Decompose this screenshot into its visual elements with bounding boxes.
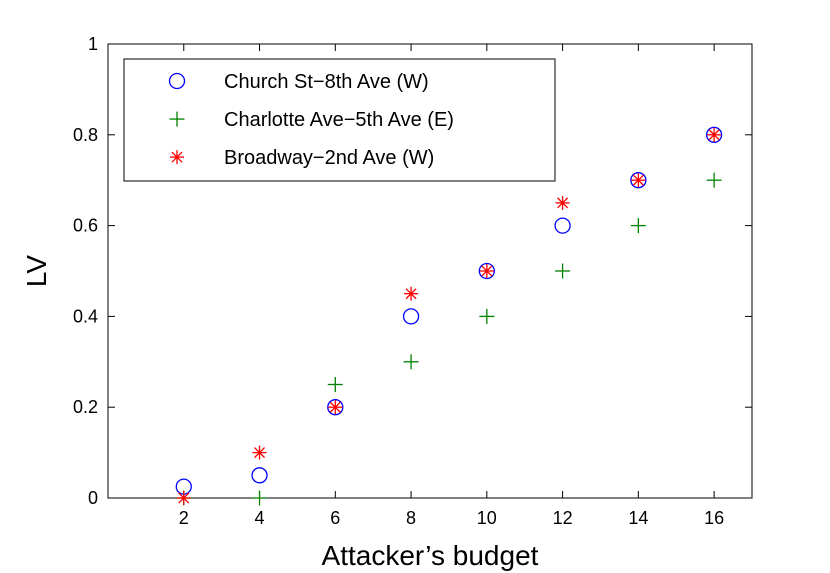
y-tick-label: 0.6 xyxy=(73,216,98,236)
data-point-series-2 xyxy=(479,308,495,324)
legend-marker xyxy=(169,111,185,127)
x-tick-label: 2 xyxy=(179,508,189,528)
y-axis-label: LV xyxy=(21,255,52,287)
data-point-series-2 xyxy=(252,490,268,506)
data-point-series-3 xyxy=(707,127,722,142)
legend-marker xyxy=(168,72,186,90)
data-point-series-1 xyxy=(705,126,723,143)
data-point-series-3 xyxy=(252,445,267,460)
data-point-series-3 xyxy=(404,286,419,301)
legend: Church St−8th Ave (W) Charlotte Ave−5th A… xyxy=(123,58,556,182)
x-tick-label: 16 xyxy=(704,508,724,528)
data-point-series-3 xyxy=(479,264,494,278)
legend-label: Broadway−2nd Ave (W) xyxy=(224,147,434,169)
data-marks xyxy=(175,126,723,506)
legend-marker xyxy=(170,150,184,165)
y-tick-label: 0.8 xyxy=(73,125,98,145)
legend-label: Church St−8th Ave (W) xyxy=(224,71,429,93)
data-point-series-3 xyxy=(631,173,646,188)
data-point-series-1 xyxy=(478,262,495,280)
data-point-series-1 xyxy=(402,308,420,325)
legend-entry: Church St−8th Ave (W) xyxy=(168,71,429,93)
legend-entry: Broadway−2nd Ave (W) xyxy=(170,147,434,169)
data-point-series-2 xyxy=(555,263,571,279)
x-tick-label: 6 xyxy=(330,508,340,528)
x-tick-label: 10 xyxy=(477,508,497,528)
y-tick-label: 0 xyxy=(88,488,98,508)
data-point-series-2 xyxy=(706,172,722,188)
x-tick-label: 4 xyxy=(255,508,265,528)
legend-box xyxy=(123,58,556,182)
data-point-series-1 xyxy=(630,172,647,189)
y-tick-label: 1 xyxy=(88,34,98,54)
data-point-series-1 xyxy=(554,217,571,234)
legend-entry: Charlotte Ave−5th Ave (E) xyxy=(169,109,454,131)
x-axis-label: Attacker’s budget xyxy=(322,540,539,571)
data-point-series-2 xyxy=(403,354,419,370)
data-point-series-3 xyxy=(176,491,191,505)
x-tick-label: 8 xyxy=(406,508,416,528)
data-point-series-3 xyxy=(328,400,343,415)
y-tick-label: 0.4 xyxy=(73,306,98,326)
axis-ticks: 2 4 6 8 10 12 14 16 0 0.2 0.4 0.6 0.8 1 xyxy=(73,34,752,528)
x-tick-label: 14 xyxy=(628,508,648,528)
legend-label: Charlotte Ave−5th Ave (E) xyxy=(224,109,454,131)
x-tick-label: 12 xyxy=(553,508,573,528)
data-point-series-1 xyxy=(251,467,268,484)
data-point-series-3 xyxy=(555,195,570,210)
y-tick-label: 0.2 xyxy=(73,397,98,417)
data-point-series-2 xyxy=(630,218,646,234)
data-point-series-2 xyxy=(327,377,343,392)
data-point-series-1 xyxy=(327,399,344,416)
